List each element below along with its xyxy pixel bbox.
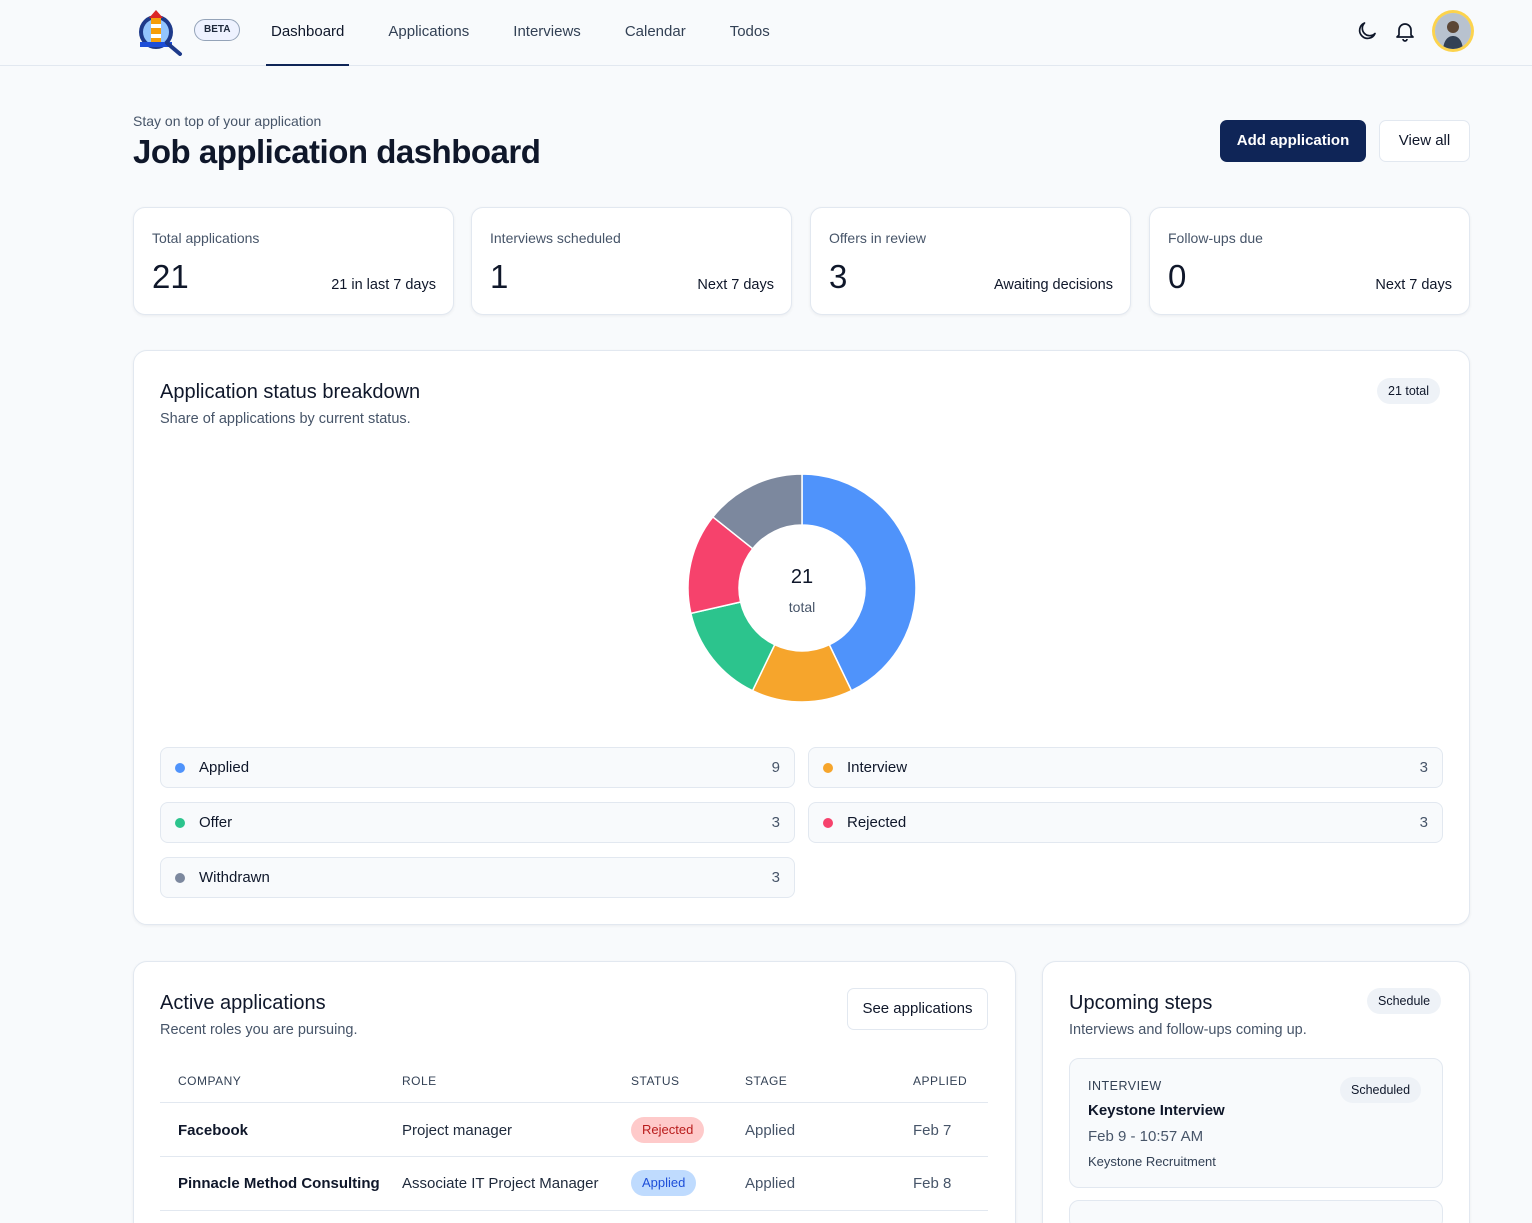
nav-applications[interactable]: Applications xyxy=(388,23,470,40)
upcoming-subtitle: Interviews and follow-ups coming up. xyxy=(1069,1022,1307,1038)
stat-card-follow-ups-due: Follow-ups due 0 Next 7 days xyxy=(1149,207,1470,315)
status-donut-chart xyxy=(687,473,917,703)
legend-count: 3 xyxy=(771,814,780,831)
legend-item-withdrawn: Withdrawn 3 xyxy=(160,857,795,898)
table-divider xyxy=(160,1210,988,1211)
avatar[interactable] xyxy=(1432,10,1474,52)
status-badge-applied: Applied xyxy=(631,1170,697,1196)
step-type: INTERVIEW xyxy=(1088,1079,1162,1093)
step-datetime: Feb 9 - 10:57 AM xyxy=(1088,1128,1204,1145)
legend-item-offer: Offer 3 xyxy=(160,802,795,843)
beta-badge: BETA xyxy=(194,19,241,41)
step-name: Keystone Interview xyxy=(1088,1102,1225,1119)
page-title: Job application dashboard xyxy=(133,133,541,170)
stat-card-offers-in-review: Offers in review 3 Awaiting decisions xyxy=(810,207,1131,315)
nav-interviews[interactable]: Interviews xyxy=(513,23,581,40)
donut-slice-applied[interactable] xyxy=(801,473,917,692)
nav-dashboard[interactable]: Dashboard xyxy=(266,0,350,66)
step-organization: Keystone Recruitment xyxy=(1088,1154,1216,1169)
upcoming-title: Upcoming steps xyxy=(1069,992,1213,1014)
donut-slice-withdrawn[interactable] xyxy=(711,473,803,550)
stat-value: 3 xyxy=(829,258,848,295)
breakdown-title: Application status breakdown xyxy=(160,381,421,403)
legend-dot xyxy=(175,818,185,828)
main-nav: Dashboard Applications Interviews Calend… xyxy=(266,0,809,66)
legend-name: Offer xyxy=(199,814,233,831)
cell-role: Project manager xyxy=(402,1122,513,1139)
stat-value: 21 xyxy=(152,258,189,295)
stat-note: Next 7 days xyxy=(1375,277,1452,293)
table-divider xyxy=(160,1102,988,1103)
cell-company[interactable]: Pinnacle Method Consulting xyxy=(178,1175,380,1192)
legend-item-interview: Interview 3 xyxy=(808,747,1443,788)
legend-name: Rejected xyxy=(847,814,907,831)
cell-stage: Applied xyxy=(745,1122,796,1139)
legend-dot xyxy=(823,818,833,828)
column-header-applied[interactable]: APPLIED xyxy=(913,1074,968,1088)
stat-note: Awaiting decisions xyxy=(993,277,1113,293)
stat-note: Next 7 days xyxy=(697,277,774,293)
view-all-button[interactable]: View all xyxy=(1379,120,1470,162)
total-pill: 21 total xyxy=(1377,378,1441,404)
column-header-company[interactable]: COMPANY xyxy=(178,1074,242,1088)
upcoming-step-card[interactable]: INTERVIEW Scheduled Keystone Interview F… xyxy=(1069,1058,1443,1188)
upcoming-step-card[interactable] xyxy=(1069,1200,1443,1223)
stat-label: Follow-ups due xyxy=(1168,230,1263,246)
top-navigation-bar: BETA Dashboard Applications Interviews C… xyxy=(0,0,1532,66)
donut-center-label: total xyxy=(788,599,816,615)
column-header-status[interactable]: STATUS xyxy=(631,1074,680,1088)
cell-role: Associate IT Project Manager xyxy=(402,1175,599,1192)
moon-icon[interactable] xyxy=(1355,19,1379,43)
stat-label: Total applications xyxy=(152,230,260,246)
active-subtitle: Recent roles you are pursuing. xyxy=(160,1022,358,1038)
legend-dot xyxy=(175,873,185,883)
donut-center-value: 21 xyxy=(790,566,814,588)
stat-value: 1 xyxy=(490,258,509,295)
schedule-pill[interactable]: Schedule xyxy=(1367,988,1442,1014)
column-header-role[interactable]: ROLE xyxy=(402,1074,437,1088)
legend-name: Withdrawn xyxy=(199,869,270,886)
stat-label: Offers in review xyxy=(829,230,926,246)
cell-stage: Applied xyxy=(745,1175,796,1192)
nav-todos[interactable]: Todos xyxy=(729,23,770,40)
stat-note: 21 in last 7 days xyxy=(331,277,436,293)
legend-item-applied: Applied 9 xyxy=(160,747,795,788)
legend-dot xyxy=(823,763,833,773)
legend-count: 3 xyxy=(771,869,780,886)
nav-calendar[interactable]: Calendar xyxy=(624,23,686,40)
status-badge-rejected: Rejected xyxy=(631,1117,705,1143)
table-divider xyxy=(160,1156,988,1157)
step-status-badge: Scheduled xyxy=(1340,1077,1422,1103)
see-applications-button[interactable]: See applications xyxy=(847,988,988,1030)
bell-icon[interactable] xyxy=(1393,19,1417,43)
legend-count: 9 xyxy=(771,759,780,776)
active-title: Active applications xyxy=(160,992,326,1014)
legend-count: 3 xyxy=(1419,814,1428,831)
legend-dot xyxy=(175,763,185,773)
legend-name: Interview xyxy=(847,759,908,776)
stat-card-total-applications: Total applications 21 21 in last 7 days xyxy=(133,207,454,315)
legend-name: Applied xyxy=(199,759,250,776)
legend-item-rejected: Rejected 3 xyxy=(808,802,1443,843)
page-subtitle: Stay on top of your application xyxy=(133,113,322,129)
column-header-stage[interactable]: STAGE xyxy=(745,1074,788,1088)
breakdown-subtitle: Share of applications by current status. xyxy=(160,411,411,427)
cell-applied: Feb 7 xyxy=(913,1122,952,1139)
lighthouse-logo-icon[interactable] xyxy=(136,6,184,56)
cell-company[interactable]: Facebook xyxy=(178,1122,249,1139)
legend-count: 3 xyxy=(1419,759,1428,776)
stat-card-interviews-scheduled: Interviews scheduled 1 Next 7 days xyxy=(471,207,792,315)
add-application-button[interactable]: Add application xyxy=(1220,120,1366,162)
cell-applied: Feb 8 xyxy=(913,1175,952,1192)
stat-label: Interviews scheduled xyxy=(490,230,621,246)
stat-value: 0 xyxy=(1168,258,1187,295)
